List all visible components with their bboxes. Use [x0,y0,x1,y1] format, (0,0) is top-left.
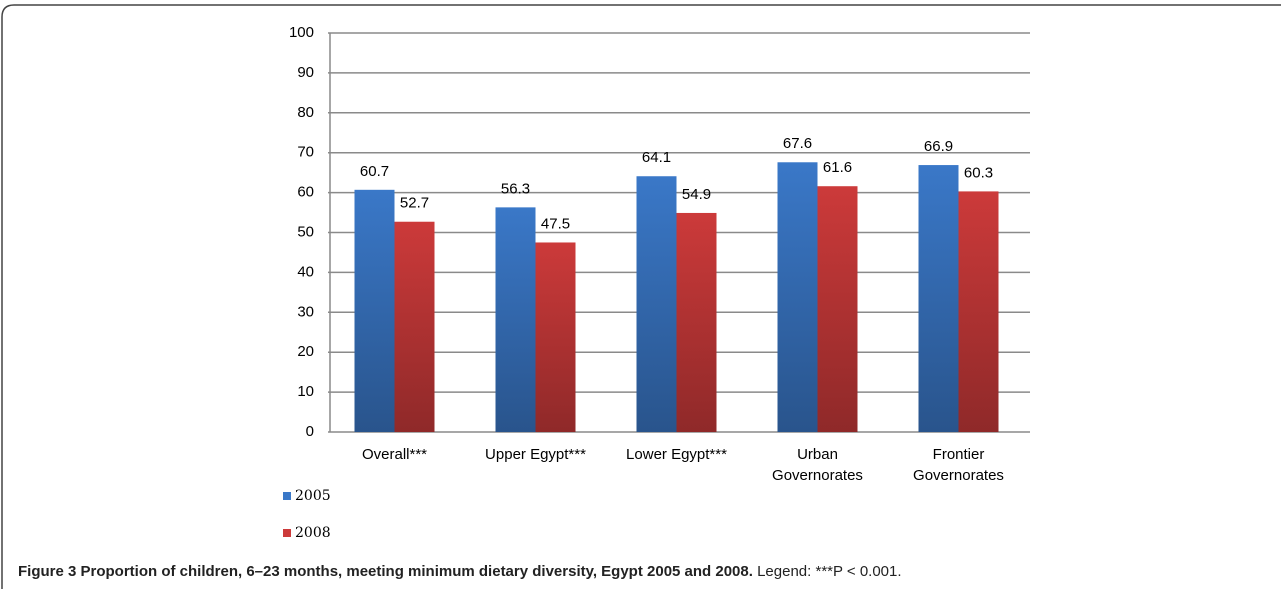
bar [817,186,858,432]
value-label: 60.3 [964,164,993,181]
x-tick-label: Upper Egypt*** [485,446,586,463]
caption: Figure 3 Proportion of children, 6–23 mo… [18,563,902,580]
y-tick-label: 10 [297,383,314,400]
bar [394,221,435,432]
bar [958,191,999,432]
y-tick-label: 50 [297,223,314,240]
bar [535,242,576,432]
bar [354,189,395,432]
value-label: 64.1 [642,149,671,166]
legend-swatch [283,492,291,500]
legend-label: 2005 [295,488,331,504]
bar [918,165,959,432]
value-label: 52.7 [400,195,429,212]
y-tick-label: 80 [297,104,314,121]
value-label: 61.6 [823,159,852,176]
caption-title: Figure 3 Proportion of children, 6–23 mo… [18,563,753,580]
frame [1,4,1281,589]
y-tick-label: 0 [306,423,314,440]
x-tick-label: Overall*** [361,446,428,463]
x-tick-label: Urban Governorates [772,446,863,484]
value-label: 56.3 [501,180,530,197]
bar [636,176,677,432]
value-label: 60.7 [360,163,389,180]
bar [676,212,717,432]
y-tick-label: 20 [297,343,314,360]
y-tick-label: 90 [297,64,314,81]
value-label: 67.6 [783,135,812,152]
y-tick-label: 100 [289,24,314,41]
value-label: 66.9 [924,138,953,155]
bar [777,162,818,432]
legend-label: 2008 [295,525,331,541]
y-tick-label: 60 [297,184,314,201]
caption-note: Legend: ***P < 0.001. [757,563,902,580]
value-label: 54.9 [682,186,711,203]
y-tick-label: 40 [297,263,314,280]
bar [495,207,536,432]
value-label: 47.5 [541,215,570,232]
y-tick-label: 70 [297,144,314,161]
legend-swatch [283,529,291,537]
x-tick-label: Frontier Governorates [913,446,1004,484]
y-tick-label: 30 [297,303,314,320]
x-tick-label: Lower Egypt*** [626,446,727,463]
